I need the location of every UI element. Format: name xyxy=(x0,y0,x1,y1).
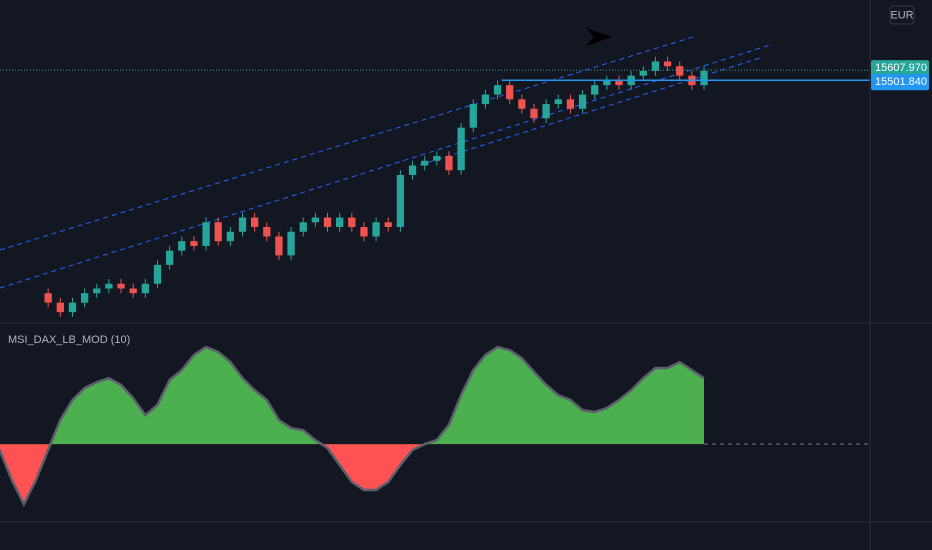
candle-body xyxy=(469,104,477,128)
candle-body xyxy=(44,293,52,303)
candle-body xyxy=(408,165,417,175)
candle-body xyxy=(178,241,186,251)
candle-body xyxy=(542,104,550,119)
axes: 15607.970 15501.840 xyxy=(871,60,929,91)
price-label: 15607.970 xyxy=(875,62,927,74)
candle-body xyxy=(481,94,490,105)
candle-body xyxy=(506,85,514,100)
currency-box[interactable] xyxy=(889,5,915,25)
candle-body xyxy=(275,236,283,256)
candle-body xyxy=(578,94,587,109)
candle-body xyxy=(554,99,562,105)
candle-body xyxy=(238,217,247,232)
candle-body xyxy=(651,61,660,71)
candle-body xyxy=(226,231,234,242)
candle-body xyxy=(566,99,575,109)
candle-body xyxy=(263,226,271,237)
candle-body xyxy=(117,283,125,289)
price-label-box xyxy=(871,60,929,77)
candle-body xyxy=(68,302,77,313)
candle-body xyxy=(433,156,441,161)
currency-label: EUR xyxy=(890,9,913,21)
candle-body xyxy=(251,217,259,227)
area-positive xyxy=(50,347,705,445)
candle-body xyxy=(676,66,684,76)
arrow-icon xyxy=(586,28,612,46)
candle-body xyxy=(639,70,647,76)
oscillator-line xyxy=(0,345,705,508)
candle-body xyxy=(153,264,162,284)
candle-body xyxy=(384,222,392,227)
candle-body xyxy=(603,80,611,86)
candle-body xyxy=(56,302,64,313)
candle-body xyxy=(360,226,368,237)
candle-body xyxy=(493,85,502,95)
candle-body xyxy=(591,85,599,95)
candle-body xyxy=(202,222,210,246)
plot xyxy=(0,56,870,508)
candle-body xyxy=(518,99,526,109)
candle-body xyxy=(615,80,623,86)
candle-body xyxy=(287,231,295,256)
candle-body xyxy=(663,61,672,67)
candle-body xyxy=(93,288,101,294)
candle-body xyxy=(530,108,538,119)
candle-body xyxy=(457,127,465,171)
candle-body xyxy=(80,293,89,303)
price-label: 15501.840 xyxy=(875,76,927,88)
candle-body xyxy=(348,217,356,227)
indicator-title: MSI_DAX_LB_MOD (10) xyxy=(8,334,130,346)
candle-body xyxy=(129,288,137,294)
candle-body xyxy=(299,222,307,232)
candle-body xyxy=(190,241,198,246)
candle-body xyxy=(396,174,405,227)
candle-body xyxy=(311,217,320,223)
candle-body xyxy=(323,217,332,227)
price-label-box xyxy=(871,74,929,91)
candle-body xyxy=(105,283,113,289)
candle-body xyxy=(700,70,708,86)
candle-body xyxy=(214,222,222,242)
candle-body xyxy=(445,156,453,171)
candle-body xyxy=(165,250,174,265)
candle-body xyxy=(336,217,344,227)
channel-line xyxy=(0,36,694,251)
candle-body xyxy=(141,283,149,294)
candle-body xyxy=(372,222,380,237)
candle-body xyxy=(421,160,429,166)
area-negative xyxy=(0,444,705,505)
